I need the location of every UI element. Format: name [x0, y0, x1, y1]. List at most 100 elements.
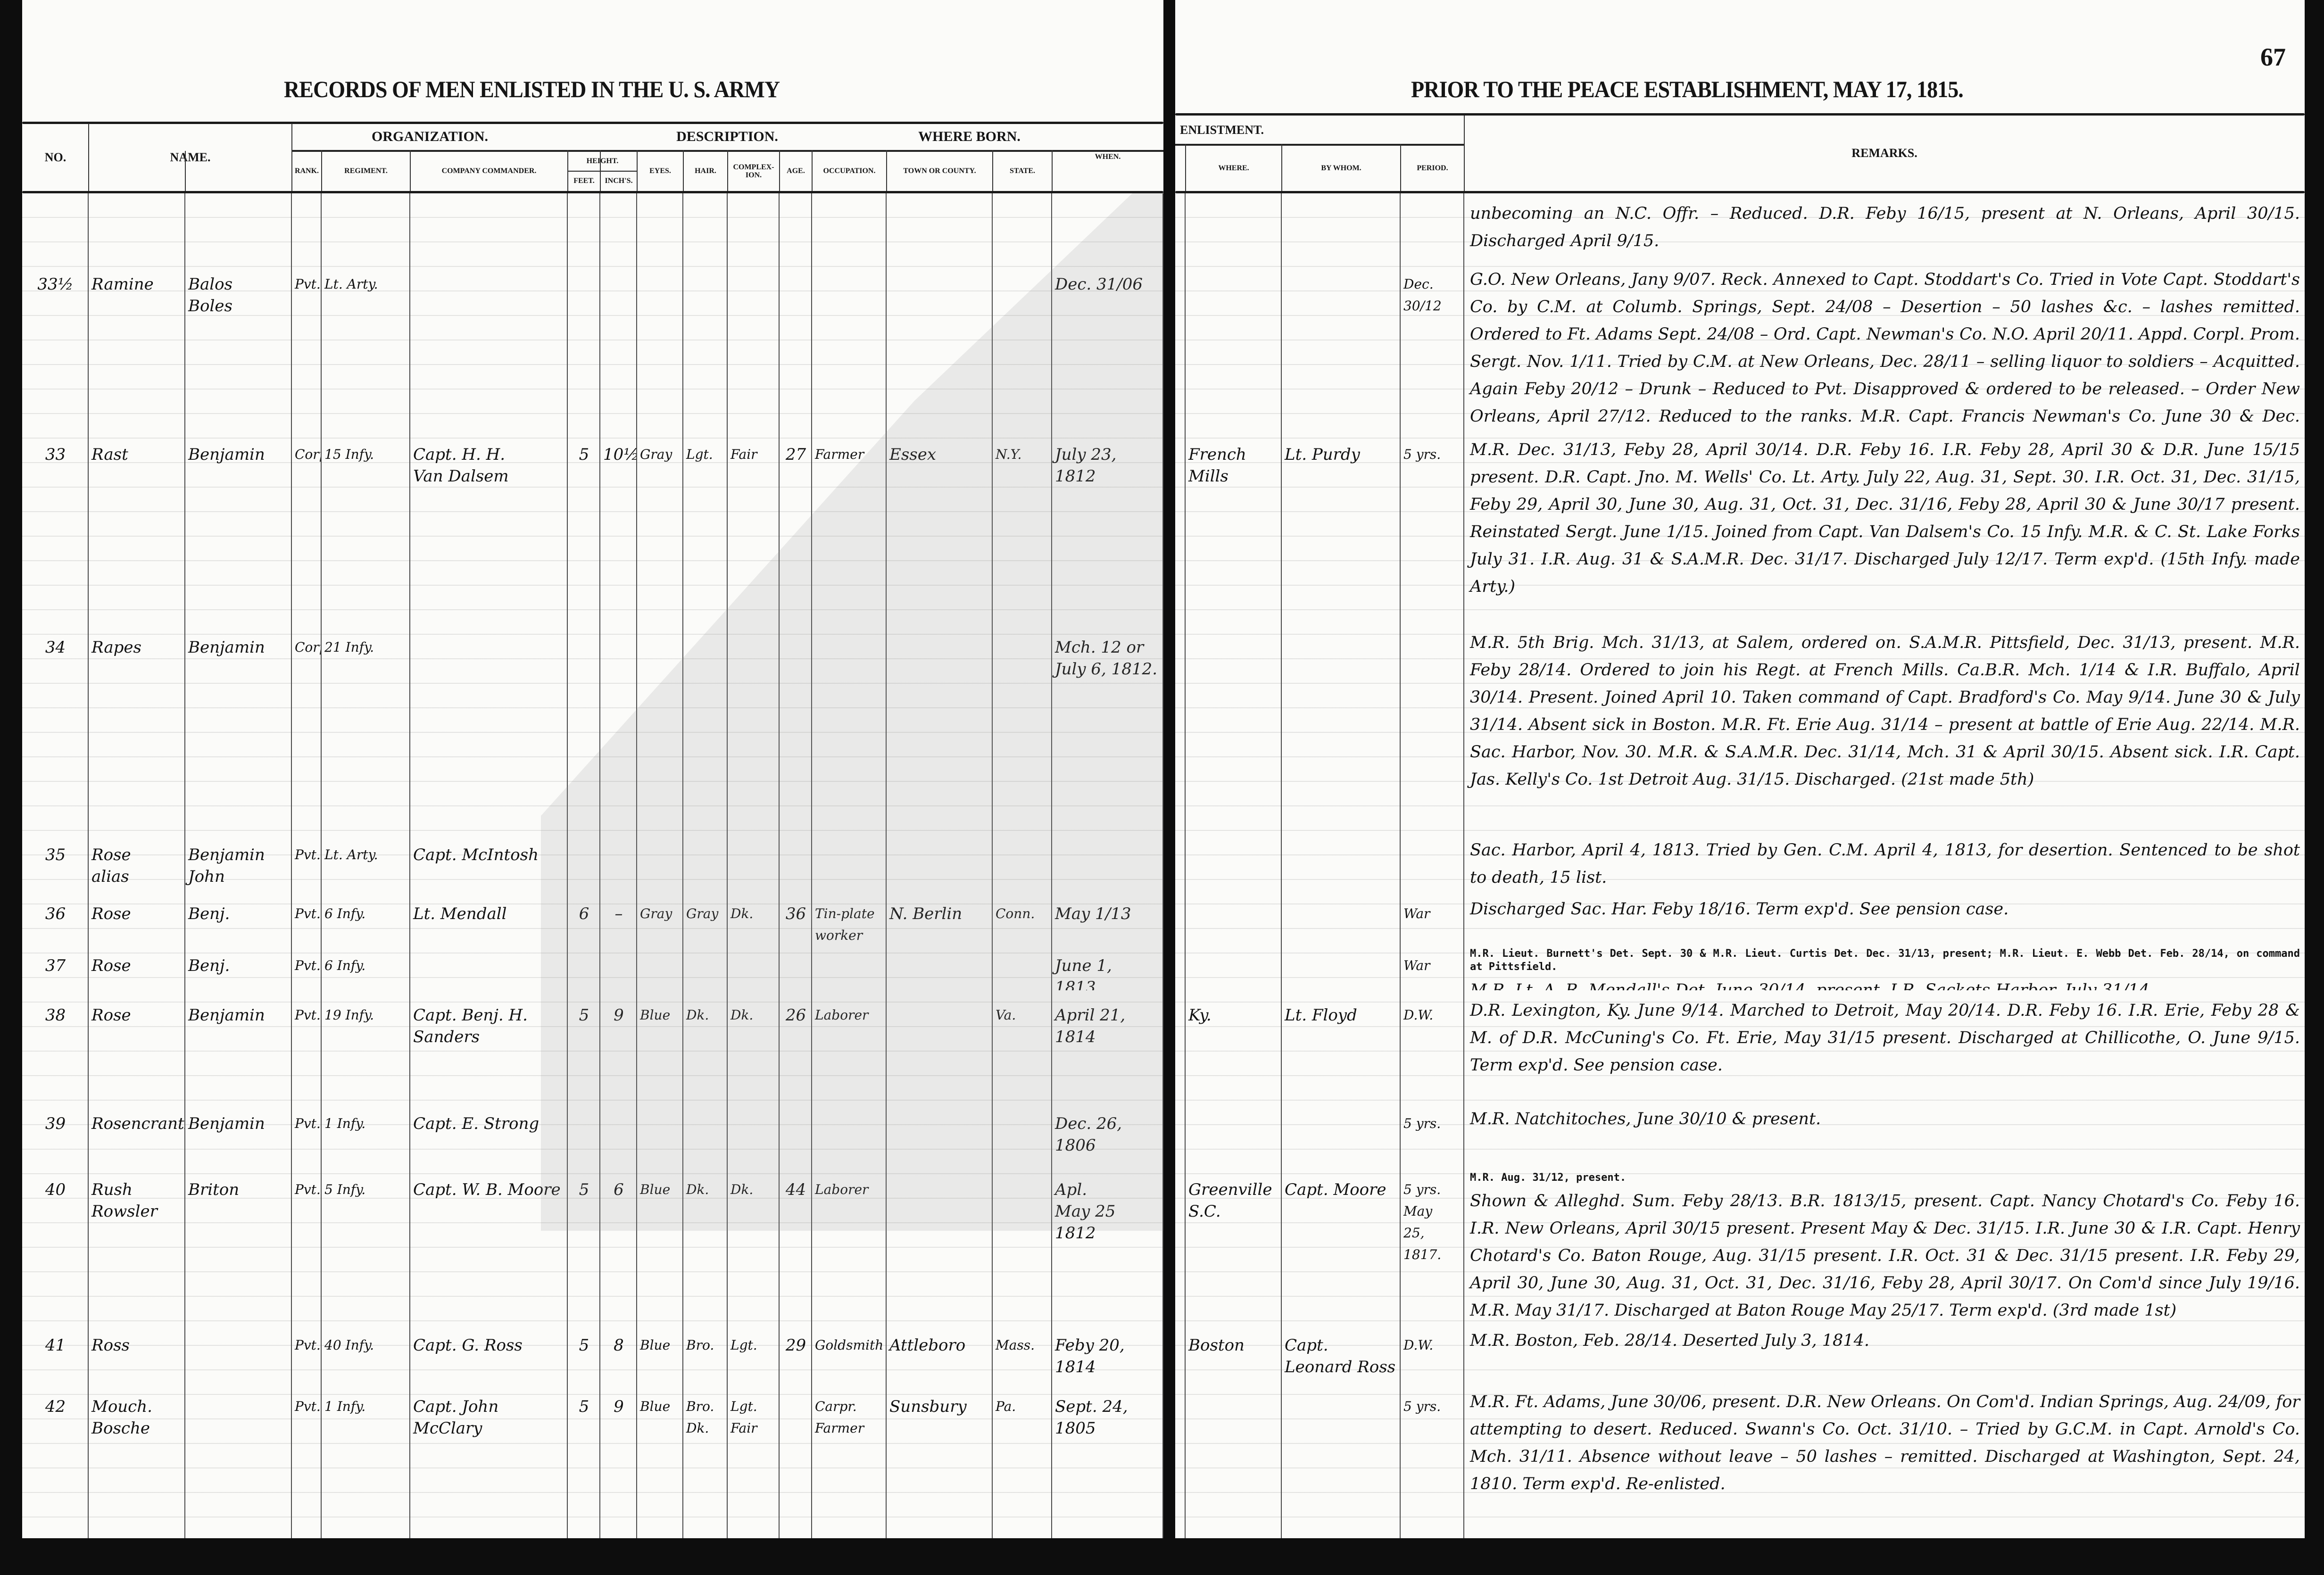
- column-divider: [291, 124, 292, 191]
- surname-cell: Rose: [89, 990, 185, 1099]
- occupation-cell: Tin-plate worker: [812, 889, 887, 941]
- hair-cell: Bro.: [683, 1320, 728, 1382]
- no-cell: 33: [22, 430, 89, 622]
- complexion-cell: [728, 259, 780, 430]
- no-cell: 40: [22, 1165, 89, 1320]
- inches-cell: 8: [600, 1320, 637, 1382]
- by-whom-cell: [1282, 1099, 1401, 1165]
- hair-cell: Dk.: [683, 990, 728, 1099]
- commander-cell: [410, 941, 568, 990]
- remarks-cell: unbecoming an N.C. Offr. – Reduced. D.R.…: [1464, 193, 2305, 259]
- inches-cell: 9: [600, 990, 637, 1099]
- by-whom-cell: Capt. Leonard Ross: [1282, 1320, 1401, 1382]
- commander-cell: Capt. H. H. Van Dalsem: [410, 430, 568, 622]
- regiment-cell: 40 Infy.: [322, 1320, 410, 1382]
- period-cell: D.W.: [1401, 1320, 1464, 1382]
- height-subrule: [568, 171, 637, 172]
- left-page: RECORDS OF MEN ENLISTED IN THE U. S. ARM…: [22, 0, 1163, 1538]
- complexion-cell: [728, 622, 780, 830]
- right-record-row: 5 yrs. M.R. Ft. Adams, June 30/06, presen…: [1175, 1382, 2305, 1538]
- remarks-text: M.R. Ft. Adams, June 30/06, present. D.R…: [1470, 1393, 2300, 1493]
- when-cell: Dec. 26, 1806: [1052, 1099, 1163, 1165]
- given-cell: [185, 193, 292, 259]
- feet-cell: 6: [568, 889, 600, 941]
- age-cell: [780, 1099, 812, 1165]
- header-enlistment: ENLISTMENT.: [1180, 123, 1264, 137]
- column-divider: [410, 150, 411, 191]
- right-record-row: Ky. Lt. Floyd D.W. D.R. Lexington, Ky. June…: [1175, 990, 2305, 1099]
- remarks-text: M.R. Lt. A. R. Mendall's Det. June 30/14…: [1470, 981, 2155, 990]
- regiment-cell: 15 Infy.: [322, 430, 410, 622]
- column-divider: [886, 150, 887, 191]
- left-records-table: 33½ Ramine Balos Boles Pvt. Lt. Arty. Dec. 31…: [22, 193, 1163, 1538]
- header-description: DESCRIPTION.: [676, 129, 778, 145]
- hair-cell: [683, 941, 728, 990]
- surname-cell: [89, 193, 185, 259]
- inches-cell: [600, 1099, 637, 1165]
- feet-cell: 5: [568, 1165, 600, 1320]
- header-eyes: EYES.: [649, 167, 671, 175]
- column-divider: [812, 150, 813, 191]
- margin-cell: [1175, 1165, 1186, 1320]
- remarks-cell: D.R. Lexington, Ky. June 9/14. Marched t…: [1464, 990, 2305, 1099]
- remarks-cell: M.R. Lieut. Burnett's Det. Sept. 30 & M.…: [1464, 941, 2305, 990]
- margin-cell: [1175, 259, 1186, 430]
- eyes-cell: [637, 830, 683, 889]
- when-cell: Dec. 31/06: [1052, 259, 1163, 430]
- right-record-row: M.R. 5th Brig. Mch. 31/13, at Salem, ord…: [1175, 622, 2305, 830]
- given-cell: Balos Boles: [185, 259, 292, 430]
- state-cell: Pa.: [993, 1382, 1052, 1538]
- column-divider: [683, 150, 684, 191]
- rank-cell: Pvt.: [292, 990, 322, 1099]
- regiment-cell: 19 Infy.: [322, 990, 410, 1099]
- header-occupation: OCCUPATION.: [823, 167, 876, 175]
- header-where: WHERE.: [1218, 164, 1249, 173]
- remarks-cell: Sac. Harbor, April 4, 1813. Tried by Gen…: [1464, 830, 2305, 889]
- margin-cell: [1175, 941, 1186, 990]
- regiment-cell: 5 Infy.: [322, 1165, 410, 1320]
- by-whom-cell: [1282, 193, 1401, 259]
- header-town-or-county: TOWN OR COUNTY.: [903, 167, 976, 175]
- eyes-cell: Blue: [637, 1320, 683, 1382]
- period-cell: [1401, 622, 1464, 830]
- feet-cell: 5: [568, 1382, 600, 1538]
- occupation-cell: Carpr. Farmer: [812, 1382, 887, 1538]
- rank-cell: Pvt.: [292, 941, 322, 990]
- complexion-cell: Dk.: [728, 1165, 780, 1320]
- where-cell: Boston: [1186, 1320, 1282, 1382]
- age-cell: [780, 941, 812, 990]
- no-cell: 34: [22, 622, 89, 830]
- feet-cell: [568, 622, 600, 830]
- header-bottom-rule: [22, 191, 1163, 193]
- margin-cell: [1175, 1382, 1186, 1538]
- when-cell: Apl. May 25 1812: [1052, 1165, 1163, 1320]
- remarks-text: Sac. Harbor, April 4, 1813. Tried by Gen…: [1470, 841, 2300, 887]
- surname-cell: Rush Rowsler: [89, 1165, 185, 1320]
- surname-cell: Rast: [89, 430, 185, 622]
- remarks-text: unbecoming an N.C. Offr. – Reduced. D.R.…: [1470, 204, 2300, 250]
- when-cell: April 21, 1814: [1052, 990, 1163, 1099]
- margin-cell: [1175, 830, 1186, 889]
- state-cell: [993, 259, 1052, 430]
- hair-cell: Bro. Dk.: [683, 1382, 728, 1538]
- surname-cell: Ramine: [89, 259, 185, 430]
- state-cell: [993, 941, 1052, 990]
- header-remarks: REMARKS.: [1851, 146, 1917, 160]
- period-cell: War: [1401, 889, 1464, 941]
- right-record-row: Boston Capt. Leonard Ross D.W. M.R. Boston,…: [1175, 1320, 2305, 1382]
- occupation-cell: [812, 622, 887, 830]
- occupation-cell: [812, 941, 887, 990]
- page-title-left: RECORDS OF MEN ENLISTED IN THE U. S. ARM…: [284, 76, 780, 102]
- town-cell: [887, 830, 993, 889]
- town-cell: [887, 941, 993, 990]
- period-cell: 5 yrs.: [1401, 430, 1464, 622]
- feet-cell: [568, 259, 600, 430]
- column-divider: [1052, 150, 1053, 191]
- town-cell: [887, 622, 993, 830]
- header-no: No.: [44, 150, 66, 164]
- given-cell: [185, 1382, 292, 1538]
- right-record-row: War Discharged Sac. Har. Feby 18/16. Term…: [1175, 889, 2305, 941]
- left-record-row: 34RapesBenjaminCorpl.21 Infy. Mch. 12 or …: [22, 622, 1163, 830]
- eyes-cell: [637, 1099, 683, 1165]
- inches-cell: –: [600, 889, 637, 941]
